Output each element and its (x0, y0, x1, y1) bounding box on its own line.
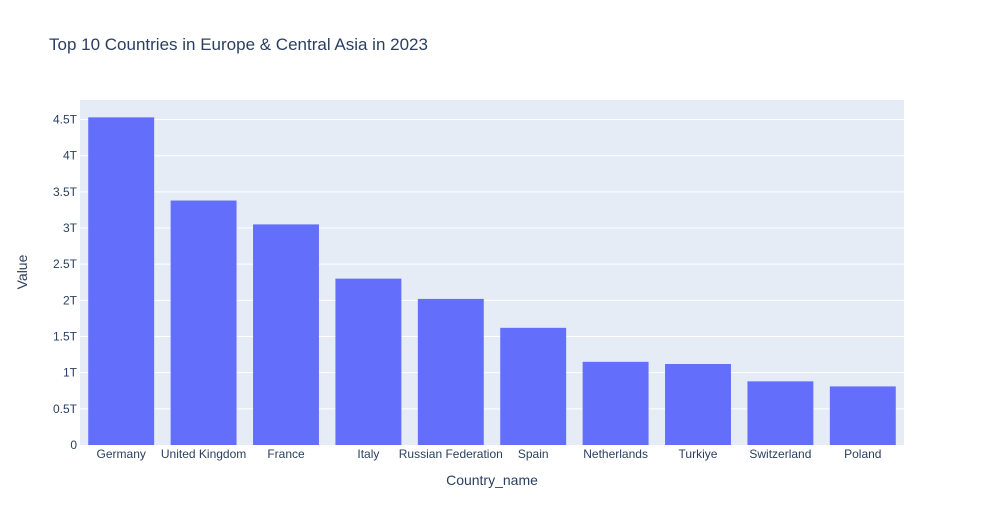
x-tick-label: Turkiye (679, 447, 718, 461)
x-tick-label: United Kingdom (161, 447, 246, 461)
y-tick-label: 4.5T (53, 113, 78, 127)
chart-title: Top 10 Countries in Europe & Central Asi… (49, 35, 428, 54)
bar[interactable] (747, 381, 814, 445)
x-tick-label: Poland (844, 447, 881, 461)
bar[interactable] (170, 200, 237, 445)
y-tick-label: 1T (63, 366, 78, 380)
x-tick-label: Switzerland (749, 447, 811, 461)
y-axis-title: Value (14, 254, 30, 289)
y-axis-ticks: 0 0.5T 1T 1.5T 2T 2.5T 3T 3.5T 4T 4.5T (53, 113, 78, 452)
y-tick-label: 3.5T (53, 185, 78, 199)
bar[interactable] (582, 361, 649, 445)
x-axis-ticks: Germany United Kingdom France Italy Russian … (97, 447, 882, 461)
y-tick-label: 3T (63, 221, 78, 235)
x-axis-title: Country_name (446, 472, 538, 488)
x-tick-label: Netherlands (583, 447, 648, 461)
y-tick-label: 1.5T (53, 330, 78, 344)
x-tick-label: Germany (97, 447, 146, 461)
bars (88, 117, 896, 445)
bar[interactable] (665, 363, 731, 445)
bar[interactable] (500, 327, 567, 445)
bar[interactable] (253, 224, 319, 445)
x-tick-label: Italy (357, 447, 379, 461)
y-tick-label: 0 (70, 438, 77, 452)
x-tick-label: Spain (518, 447, 549, 461)
y-tick-label: 2T (63, 293, 78, 307)
x-tick-label: Russian Federation (399, 447, 503, 461)
y-tick-label: 2.5T (53, 257, 78, 271)
y-tick-label: 4T (63, 149, 78, 163)
bar[interactable] (829, 386, 896, 445)
bar[interactable] (88, 117, 155, 445)
bar[interactable] (417, 298, 484, 445)
x-tick-label: France (267, 447, 305, 461)
y-tick-label: 0.5T (53, 402, 78, 416)
bar[interactable] (335, 278, 402, 445)
